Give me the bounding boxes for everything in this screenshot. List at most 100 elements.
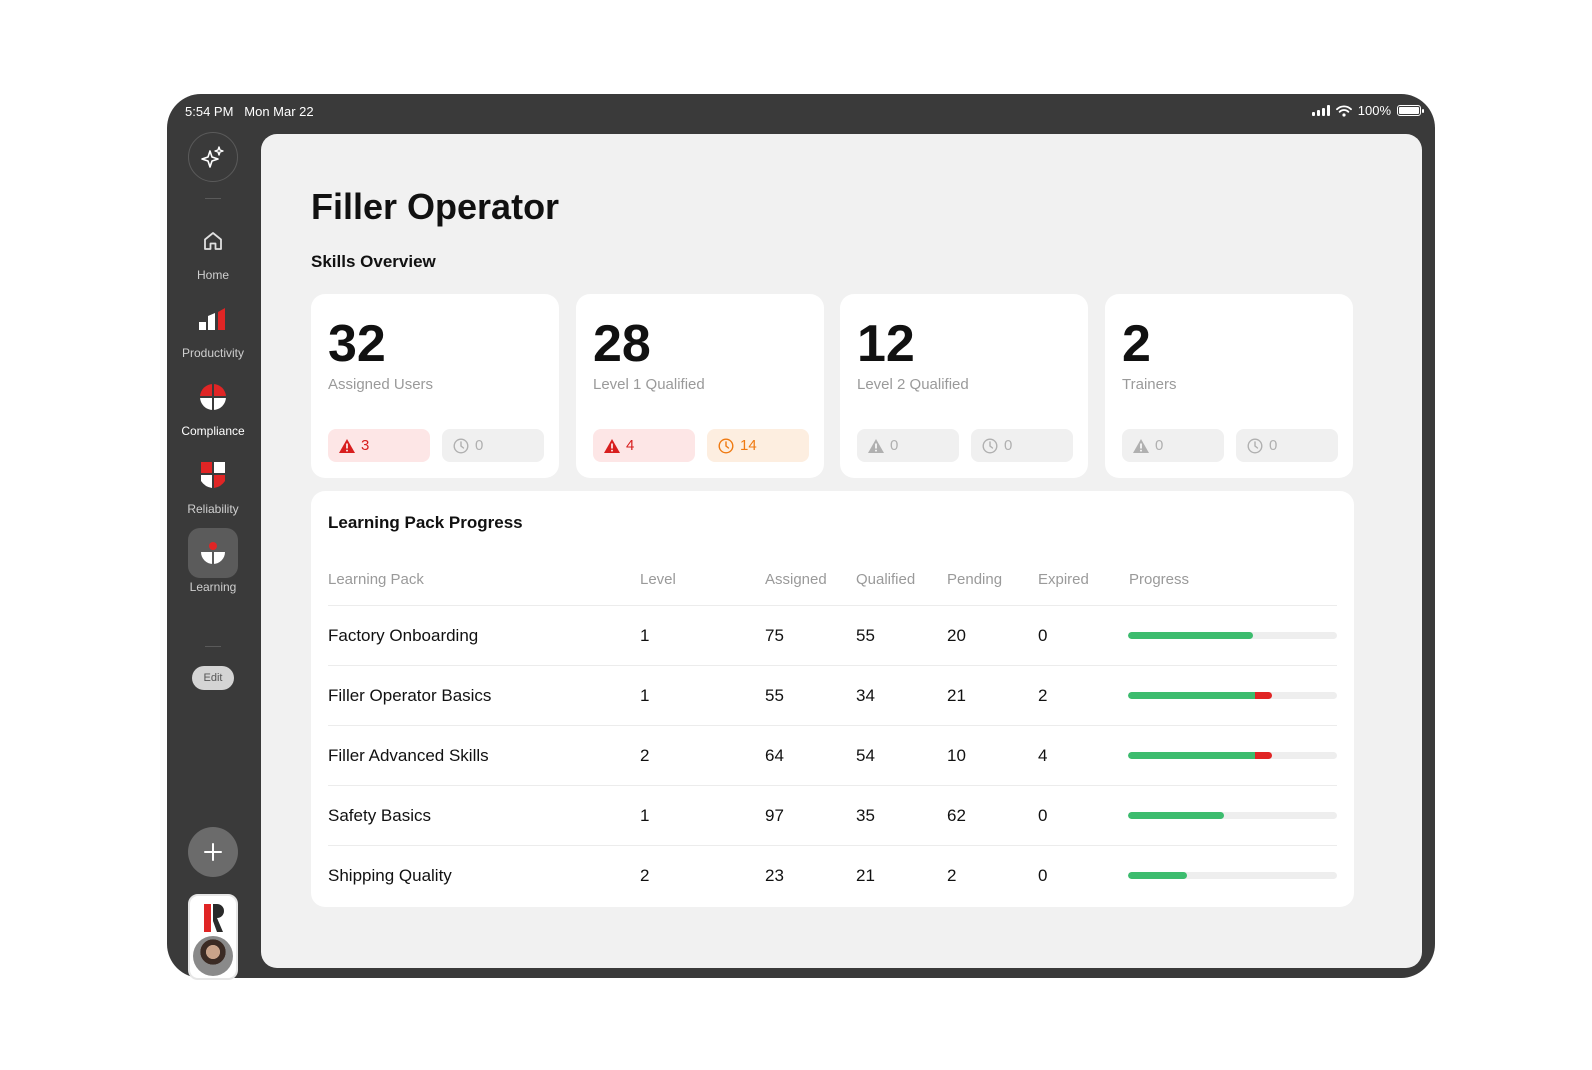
status-date: Mon Mar 22	[244, 104, 314, 119]
cellular-signal-icon	[1311, 105, 1330, 116]
clock-icon	[718, 437, 734, 454]
column-header-assigned[interactable]: Assigned	[765, 571, 827, 588]
stat-card-assigned-users[interactable]: 32 Assigned Users 3 0	[311, 294, 559, 478]
compliance-icon	[188, 372, 238, 422]
stat-label: Level 2 Qualified	[857, 376, 969, 393]
cell-expired: 4	[1038, 746, 1048, 765]
column-header-progress[interactable]: Progress	[1129, 571, 1190, 588]
warning-icon	[1133, 438, 1149, 453]
cell-level: 1	[640, 806, 650, 825]
pending-count: 0	[1269, 437, 1278, 454]
alert-chip[interactable]: 3	[328, 429, 430, 462]
column-header-level[interactable]: Level	[640, 571, 676, 588]
cell-level: 2	[640, 866, 650, 885]
column-header-learning-pack[interactable]: Learning Pack	[328, 571, 424, 588]
progress-qualified-fill	[1128, 632, 1254, 639]
sparkle-icon	[201, 146, 224, 168]
alert-chip[interactable]: 4	[593, 429, 695, 462]
sidebar-divider	[205, 646, 221, 647]
stat-label: Level 1 Qualified	[593, 376, 705, 393]
progress-bar	[1128, 632, 1337, 639]
avatar	[193, 936, 233, 976]
pending-chip[interactable]: 0	[971, 429, 1073, 462]
cell-pack: Safety Basics	[328, 806, 431, 825]
column-header-expired[interactable]: Expired	[1038, 571, 1089, 588]
progress-qualified-fill	[1128, 752, 1256, 759]
brand-logo-icon	[204, 904, 224, 932]
cell-qualified: 21	[856, 866, 875, 885]
cell-pack: Filler Operator Basics	[328, 686, 492, 705]
pending-chip[interactable]: 0	[1236, 429, 1338, 462]
stat-label: Trainers	[1122, 376, 1177, 393]
add-button[interactable]	[188, 827, 238, 877]
main-content: Filler Operator Skills Overview 32 Assig…	[261, 134, 1422, 968]
alert-count: 0	[890, 437, 899, 454]
table-row[interactable]: Safety Basics 1 97 35 62 0	[328, 785, 1337, 846]
cell-level: 2	[640, 746, 650, 765]
pending-chip[interactable]: 0	[442, 429, 544, 462]
table-row[interactable]: Shipping Quality 2 23 21 2 0	[328, 845, 1337, 906]
sidebar-item-label: Learning	[189, 580, 237, 594]
stat-card-trainers[interactable]: 2 Trainers 0 0	[1105, 294, 1353, 478]
sidebar-item-home[interactable]: Home	[167, 216, 259, 282]
reliability-icon	[188, 450, 238, 500]
status-bar: 5:54 PM Mon Mar 22 100%	[167, 94, 1435, 132]
table-row[interactable]: Factory Onboarding 1 75 55 20 0	[328, 605, 1337, 666]
edit-button[interactable]: Edit	[192, 666, 234, 690]
cell-pack: Factory Onboarding	[328, 626, 479, 645]
stat-card-level2-qualified[interactable]: 12 Level 2 Qualified 0 0	[840, 294, 1088, 478]
table-row[interactable]: Filler Operator Basics 1 55 34 21 2	[328, 665, 1337, 726]
alert-chip[interactable]: 0	[1122, 429, 1224, 462]
status-time-date: 5:54 PM Mon Mar 22	[185, 104, 314, 119]
progress-qualified-fill	[1128, 812, 1225, 819]
cell-pack: Filler Advanced Skills	[328, 746, 489, 765]
sidebar-item-learning[interactable]: Learning	[167, 528, 259, 594]
sidebar: Home Productivity Compliance Reliability	[167, 132, 259, 980]
stat-value: 28	[593, 315, 651, 373]
sidebar-item-compliance[interactable]: Compliance	[167, 372, 259, 438]
column-header-qualified[interactable]: Qualified	[856, 571, 916, 588]
progress-bar	[1128, 812, 1337, 819]
tablet-frame: 5:54 PM Mon Mar 22 100% Home Productivit…	[167, 94, 1435, 980]
sidebar-item-label: Compliance	[181, 424, 245, 438]
cell-level: 1	[640, 626, 650, 645]
table-row[interactable]: Filler Advanced Skills 2 64 54 10 4	[328, 725, 1337, 786]
stat-value: 32	[328, 315, 386, 373]
profile-button[interactable]	[188, 894, 238, 980]
ai-assistant-button[interactable]	[188, 132, 238, 182]
cell-assigned: 75	[765, 626, 784, 645]
pending-count: 14	[740, 437, 757, 454]
progress-bar	[1128, 692, 1337, 699]
cell-expired: 0	[1038, 806, 1048, 825]
clock-icon	[982, 437, 998, 454]
stat-card-level1-qualified[interactable]: 28 Level 1 Qualified 4 14	[576, 294, 824, 478]
pending-count: 0	[475, 437, 484, 454]
battery-percent: 100%	[1357, 103, 1391, 118]
alert-chip[interactable]: 0	[857, 429, 959, 462]
pending-chip[interactable]: 14	[707, 429, 809, 462]
stat-value: 12	[857, 315, 915, 373]
cell-assigned: 23	[765, 866, 784, 885]
productivity-icon	[188, 294, 238, 344]
wifi-icon	[1335, 104, 1352, 117]
sidebar-item-label: Reliability	[187, 502, 239, 516]
clock-icon	[453, 437, 469, 454]
progress-expired-fill	[1255, 752, 1273, 759]
progress-qualified-fill	[1128, 872, 1187, 879]
sidebar-item-productivity[interactable]: Productivity	[167, 294, 259, 360]
sidebar-item-reliability[interactable]: Reliability	[167, 450, 259, 516]
alert-count: 3	[361, 437, 370, 454]
alert-count: 0	[1155, 437, 1164, 454]
cell-pending: 2	[947, 866, 957, 885]
pending-count: 0	[1004, 437, 1013, 454]
status-time: 5:54 PM	[185, 104, 234, 119]
cell-expired: 2	[1038, 686, 1048, 705]
cell-pending: 21	[947, 686, 966, 705]
progress-bar	[1128, 752, 1337, 759]
plus-icon	[204, 843, 222, 861]
cell-qualified: 54	[856, 746, 875, 765]
cell-assigned: 55	[765, 686, 784, 705]
column-header-pending[interactable]: Pending	[947, 571, 1003, 588]
cell-assigned: 64	[765, 746, 784, 765]
sidebar-divider	[205, 198, 221, 199]
